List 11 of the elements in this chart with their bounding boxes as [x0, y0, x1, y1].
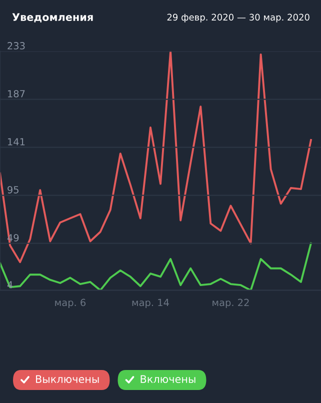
x-tick-label: мар. 14 [132, 298, 169, 308]
y-tick-label: 233 [8, 42, 25, 50]
y-tick-label: 141 [8, 138, 25, 146]
chart-title: Уведомления [12, 13, 93, 22]
y-tick-label: 187 [8, 90, 25, 98]
chart-subtitle: 29 февр. 2020 — 30 мар. 2020 [167, 14, 310, 22]
text: Выключены [36, 375, 99, 384]
y-tick-label: 95 [8, 186, 18, 194]
x-tick-label: мар. 6 [55, 298, 86, 308]
text: Включены [140, 375, 196, 384]
x-tick-label: мар. 22 [212, 298, 249, 308]
